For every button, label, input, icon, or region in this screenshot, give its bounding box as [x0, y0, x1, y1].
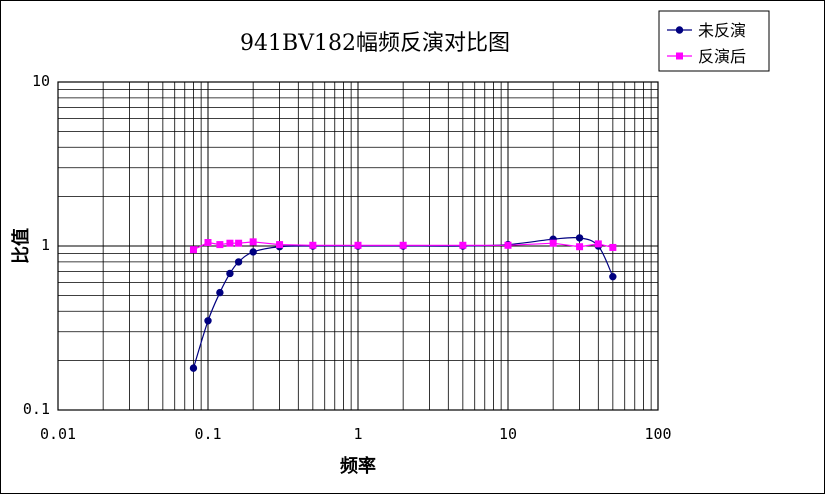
series-2-point — [609, 243, 617, 251]
series-2-point — [504, 241, 512, 249]
y-tick-label: 0.1 — [23, 400, 50, 418]
series-1-point — [216, 288, 224, 297]
y-axis-label: 比值 — [10, 228, 32, 264]
series-1-point — [204, 317, 212, 325]
series-2-point — [309, 241, 317, 249]
chart-title: 941BV182幅频反演对比图 — [240, 31, 510, 56]
x-tick-label: 0.01 — [40, 425, 76, 443]
legend-label: 反演后 — [698, 47, 746, 66]
series-2-point — [549, 239, 557, 247]
series-2-point — [354, 241, 362, 249]
series-2-point — [399, 241, 407, 249]
series-1-point — [575, 234, 584, 242]
legend-item-2: 反演后 — [667, 47, 746, 66]
series-2-point — [189, 246, 197, 254]
series-1-point — [189, 364, 198, 372]
series-2-point — [576, 243, 584, 251]
legend-box — [658, 10, 770, 72]
x-tick-label: 10 — [499, 425, 517, 443]
x-tick-label: 0.1 — [194, 425, 221, 443]
series-2-line — [193, 241, 613, 251]
series-2-point — [235, 239, 243, 247]
series-1-point — [226, 269, 234, 278]
legend-marker — [676, 52, 683, 60]
series-layer — [189, 234, 617, 372]
x-axis-label: 频率 — [340, 455, 376, 477]
series-2-point — [249, 238, 257, 246]
series-2-point — [594, 240, 602, 248]
series-2-point — [276, 241, 284, 249]
series-2-point — [204, 239, 212, 247]
plot-border — [57, 81, 659, 411]
y-axis-ticks: 10 1 0.1 — [23, 72, 50, 418]
y-tick-label: 1 — [41, 236, 50, 254]
series-1-point — [609, 272, 617, 281]
series-1-point — [234, 258, 243, 266]
series-2 — [189, 238, 617, 254]
x-tick-label: 1 — [353, 425, 362, 443]
series-2-point — [216, 241, 224, 249]
x-axis-ticks: 0.01 0.1 1 10 100 — [40, 425, 672, 443]
series-1-point — [249, 248, 257, 256]
series-2-point — [226, 239, 234, 247]
legend-marker — [675, 26, 684, 34]
legend-label: 未反演 — [698, 21, 746, 40]
x-tick-label: 100 — [644, 425, 671, 443]
series-2-point — [459, 241, 467, 249]
legend-item-1: 未反演 — [667, 21, 746, 40]
y-tick-label: 10 — [32, 72, 50, 90]
series-1-line — [192, 236, 614, 369]
